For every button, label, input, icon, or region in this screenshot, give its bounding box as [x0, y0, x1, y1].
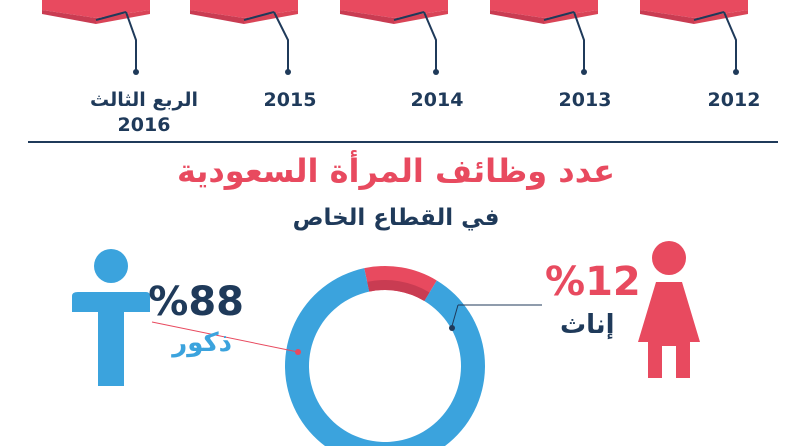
- male-person-icon: [72, 249, 150, 386]
- donut-slice-male: [285, 268, 485, 446]
- timeline-graphic: [28, 0, 778, 143]
- female-connector-dot: [449, 325, 455, 331]
- year-label-2016: 2016: [117, 114, 171, 136]
- timeline-box-2015: [190, 0, 298, 75]
- timeline-box-q3-2016: [42, 0, 150, 75]
- year-label-2012: 2012: [707, 89, 761, 111]
- year-label-q3: الربع الثالث: [90, 89, 198, 111]
- timeline-box-2012: [640, 0, 748, 75]
- chart-subtitle: في القطاع الخاص: [292, 205, 500, 231]
- female-percent: %12: [545, 259, 641, 305]
- male-percent: %88: [148, 279, 244, 325]
- male-connector-dot: [295, 349, 301, 355]
- female-connector-line-2: [451, 304, 459, 327]
- chart-title: عدد وظائف المرأة السعودية: [176, 152, 616, 190]
- timeline-box-2014: [340, 0, 448, 75]
- year-label-2014: 2014: [410, 89, 464, 111]
- female-label: إناث: [560, 310, 615, 340]
- male-label: ذكور: [172, 328, 232, 358]
- male-connector-line: [151, 321, 299, 353]
- year-label-2013: 2013: [558, 89, 612, 111]
- timeline-box-2013: [490, 0, 598, 75]
- donut-slice-female-shade: [367, 280, 430, 301]
- year-label-2015: 2015: [263, 89, 317, 111]
- female-person-icon: [638, 241, 700, 378]
